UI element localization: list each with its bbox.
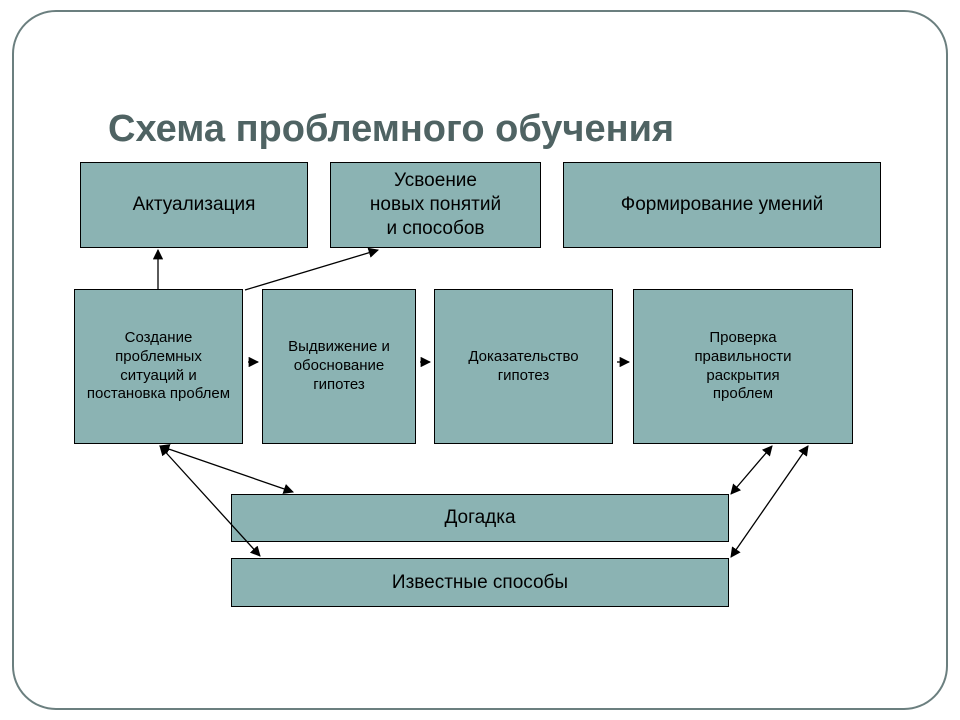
node-label: Актуализация — [133, 193, 256, 217]
node-label: Выдвижение иобоснованиегипотез — [288, 338, 390, 394]
node-top3: Формирование умений — [563, 162, 881, 248]
node-label: Проверкаправильностираскрытияпроблем — [694, 329, 791, 404]
page-title: Схема проблемного обучения — [108, 108, 674, 151]
node-top1: Актуализация — [80, 162, 308, 248]
node-label: Доказательствогипотез — [468, 348, 578, 386]
node-label: Созданиепроблемныхситуаций ипостановка п… — [87, 329, 230, 404]
node-label: Догадка — [444, 506, 515, 530]
node-mid2: Выдвижение иобоснованиегипотез — [262, 289, 416, 444]
node-mid3: Доказательствогипотез — [434, 289, 613, 444]
node-label: Усвоениеновых понятийи способов — [370, 169, 501, 240]
node-mid4: Проверкаправильностираскрытияпроблем — [633, 289, 853, 444]
node-top2: Усвоениеновых понятийи способов — [330, 162, 541, 248]
node-bot1: Догадка — [231, 494, 729, 542]
node-label: Известные способы — [392, 571, 568, 595]
node-bot2: Известные способы — [231, 558, 729, 607]
node-mid1: Созданиепроблемныхситуаций ипостановка п… — [74, 289, 243, 444]
node-label: Формирование умений — [621, 193, 823, 217]
